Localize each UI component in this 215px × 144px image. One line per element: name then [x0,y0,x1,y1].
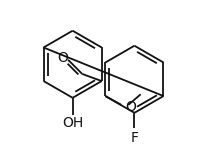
Text: O: O [126,100,137,114]
Text: F: F [131,131,138,144]
Text: OH: OH [62,115,83,130]
Text: O: O [57,51,68,65]
